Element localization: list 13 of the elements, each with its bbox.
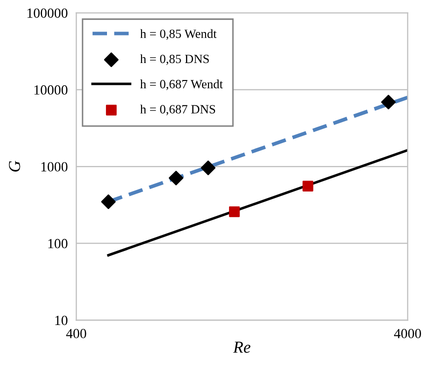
legend-label: h = 0,85 DNS [140,54,209,65]
y-tick-label: 100000 [28,8,68,18]
y-tick-label: 10000 [34,85,68,95]
x-axis-title: Re [233,342,250,353]
legend-label: h = 0,687 Wendt [140,80,223,90]
legend-label: h = 0,687 DNS [140,104,216,116]
y-tick-label: 10 [55,316,68,326]
x-tick-label: 4000 [394,328,422,338]
legend-label: h = 0,85 Wendt [140,29,217,40]
y-tick-label: 1000 [41,162,68,172]
y-axis-title: G [8,160,20,172]
y-tick-label: 100 [48,238,68,248]
x-tick-label: 400 [66,328,86,338]
